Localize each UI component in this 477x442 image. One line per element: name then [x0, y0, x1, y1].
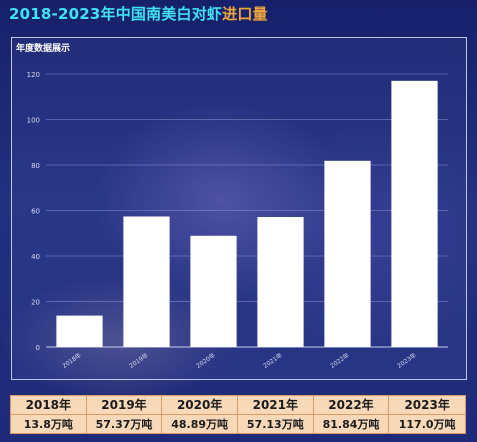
table-header-cell: 2022年	[313, 396, 390, 415]
table-value-cell: 57.13万吨	[238, 414, 314, 433]
y-tick-label: 0	[36, 344, 40, 352]
bar	[324, 160, 371, 347]
x-tick-label: 2019年	[128, 351, 150, 370]
x-tick-label: 2020年	[195, 351, 217, 370]
page-title: 2018-2023年中国南美白对虾进口量	[9, 3, 268, 24]
table-value-cell: 57.37万吨	[87, 414, 163, 433]
y-tick-label: 20	[31, 299, 40, 307]
x-tick-label: 2023年	[396, 351, 418, 370]
table-value-cell: 48.89万吨	[162, 414, 238, 433]
bar	[123, 216, 170, 347]
x-tick-label: 2021年	[262, 351, 284, 370]
y-tick-label: 40	[31, 253, 40, 261]
y-tick-label: 100	[27, 117, 40, 125]
table-value-cell: 81.84万吨	[314, 414, 390, 433]
x-tick-label: 2018年	[61, 351, 83, 370]
data-table: 2018年 2019年 2020年 2021年 2022年 2023年 13.8…	[10, 395, 466, 434]
table-header-cell: 2018年	[11, 396, 87, 415]
table-header-cell: 2023年	[389, 396, 465, 415]
y-tick-label: 120	[27, 71, 40, 79]
bar-chart: 0 20 40 60 80 100 120 2018年 2019年 2020年 2021年 2022年…	[27, 71, 448, 370]
y-tick-label: 80	[31, 162, 40, 170]
table-value-cell: 13.8万吨	[11, 414, 87, 433]
table-header-cell: 2020年	[162, 396, 238, 415]
bar	[190, 235, 237, 347]
bar	[56, 315, 103, 347]
x-tick-label: 2022年	[329, 351, 351, 370]
bar	[257, 217, 304, 347]
bar	[391, 80, 438, 347]
table-header-cell: 2019年	[86, 396, 163, 415]
table-value-cell: 117.0万吨	[398, 417, 456, 431]
chart-panel-title: 年度数据展示	[16, 44, 71, 54]
page-title-accent: 进口量	[222, 5, 268, 23]
table-header-cell: 2021年	[237, 396, 314, 415]
page-title-main: 2018-2023年中国南美白对虾	[9, 5, 223, 23]
chart-panel: 年度数据展示 0 20 40 60 80 100 120 2018年 2019年 2020年 202…	[11, 37, 467, 380]
y-tick-label: 60	[31, 208, 40, 216]
